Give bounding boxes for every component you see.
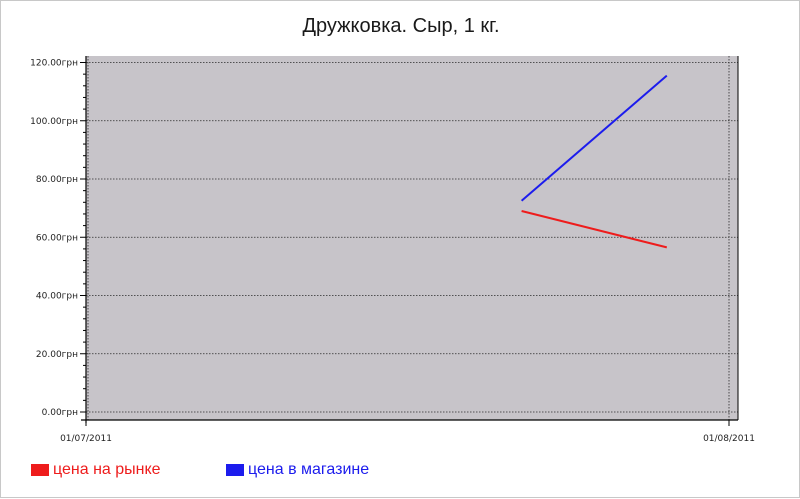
plot-background: [86, 56, 738, 420]
legend-swatch-market: [31, 464, 49, 476]
legend-item-market: цена на рынке: [31, 461, 161, 479]
legend-item-store: цена в магазине: [226, 461, 369, 479]
y-tick-label-2: 40.00грн: [36, 292, 78, 302]
legend-swatch-store: [226, 464, 244, 476]
x-tick-label-0: 01/07/2011: [60, 434, 112, 444]
chart-title: Дружковка. Сыр, 1 кг.: [302, 15, 500, 37]
y-tick-label-3: 60.00грн: [36, 233, 78, 243]
y-tick-label-0: 0.00грн: [42, 408, 78, 418]
x-tick-label-1: 01/08/2011: [703, 434, 755, 444]
y-tick-label-6: 120.00грн: [30, 59, 78, 69]
axes: [81, 56, 739, 423]
legend-label-market: цена на рынке: [53, 461, 161, 478]
series-line-0: [521, 210, 668, 249]
y-tick-label-4: 80.00грн: [36, 175, 78, 185]
series-lines: [520, 74, 668, 249]
y-tick-label-1: 20.00грн: [36, 350, 78, 360]
legend-label-store: цена в магазине: [248, 461, 370, 478]
series-line-1: [520, 74, 668, 202]
ticks: 0.00грн 20.00грн 40.00грн 60.00грн 80.00грн 1…: [30, 59, 755, 445]
y-tick-label-5: 100.00грн: [30, 117, 78, 127]
